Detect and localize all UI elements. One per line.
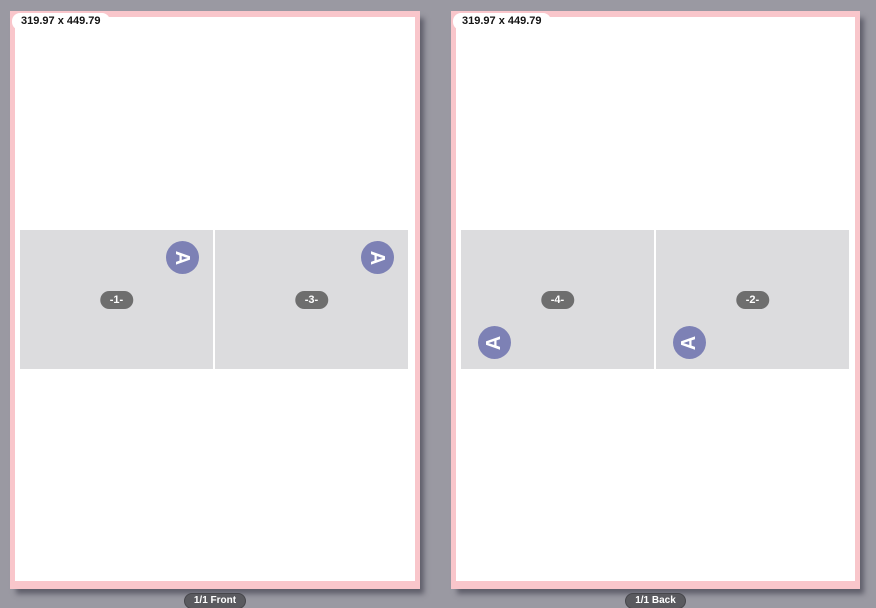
orientation-badge-icon: A <box>361 241 394 274</box>
page-number-pill: -2- <box>735 291 770 309</box>
sheet-back-footer-label: 1/1 Back <box>625 593 686 608</box>
page-slot-2[interactable]: A -2- <box>656 230 849 369</box>
page-number-pill: -3- <box>294 291 329 309</box>
sheet-front-footer-label: 1/1 Front <box>183 593 247 608</box>
page-slot-3[interactable]: A -3- <box>215 230 408 369</box>
sheet-back[interactable]: 319.97 x 449.79 A -4- A -2- <box>451 11 860 589</box>
orientation-badge-icon: A <box>673 326 706 359</box>
page-slot-1[interactable]: A -1- <box>20 230 213 369</box>
sheet-back-pages-row: A -4- A -2- <box>461 230 849 369</box>
sheet-front-footer: 1/1 Front <box>10 590 420 608</box>
page-slot-4[interactable]: A -4- <box>461 230 654 369</box>
sheet-back-footer: 1/1 Back <box>451 590 860 608</box>
sheet-size-label: 319.97 x 449.79 <box>453 13 551 30</box>
orientation-badge-icon: A <box>166 241 199 274</box>
page-number-pill: -4- <box>540 291 575 309</box>
orientation-letter: A <box>483 335 506 350</box>
orientation-letter: A <box>366 250 389 265</box>
orientation-letter: A <box>171 250 194 265</box>
sheet-front[interactable]: 319.97 x 449.79 A -1- A -3- <box>10 11 420 589</box>
orientation-badge-icon: A <box>478 326 511 359</box>
orientation-letter: A <box>678 335 701 350</box>
sheet-front-pages-row: A -1- A -3- <box>20 230 408 369</box>
sheet-size-label: 319.97 x 449.79 <box>12 13 110 30</box>
page-number-pill: -1- <box>99 291 134 309</box>
